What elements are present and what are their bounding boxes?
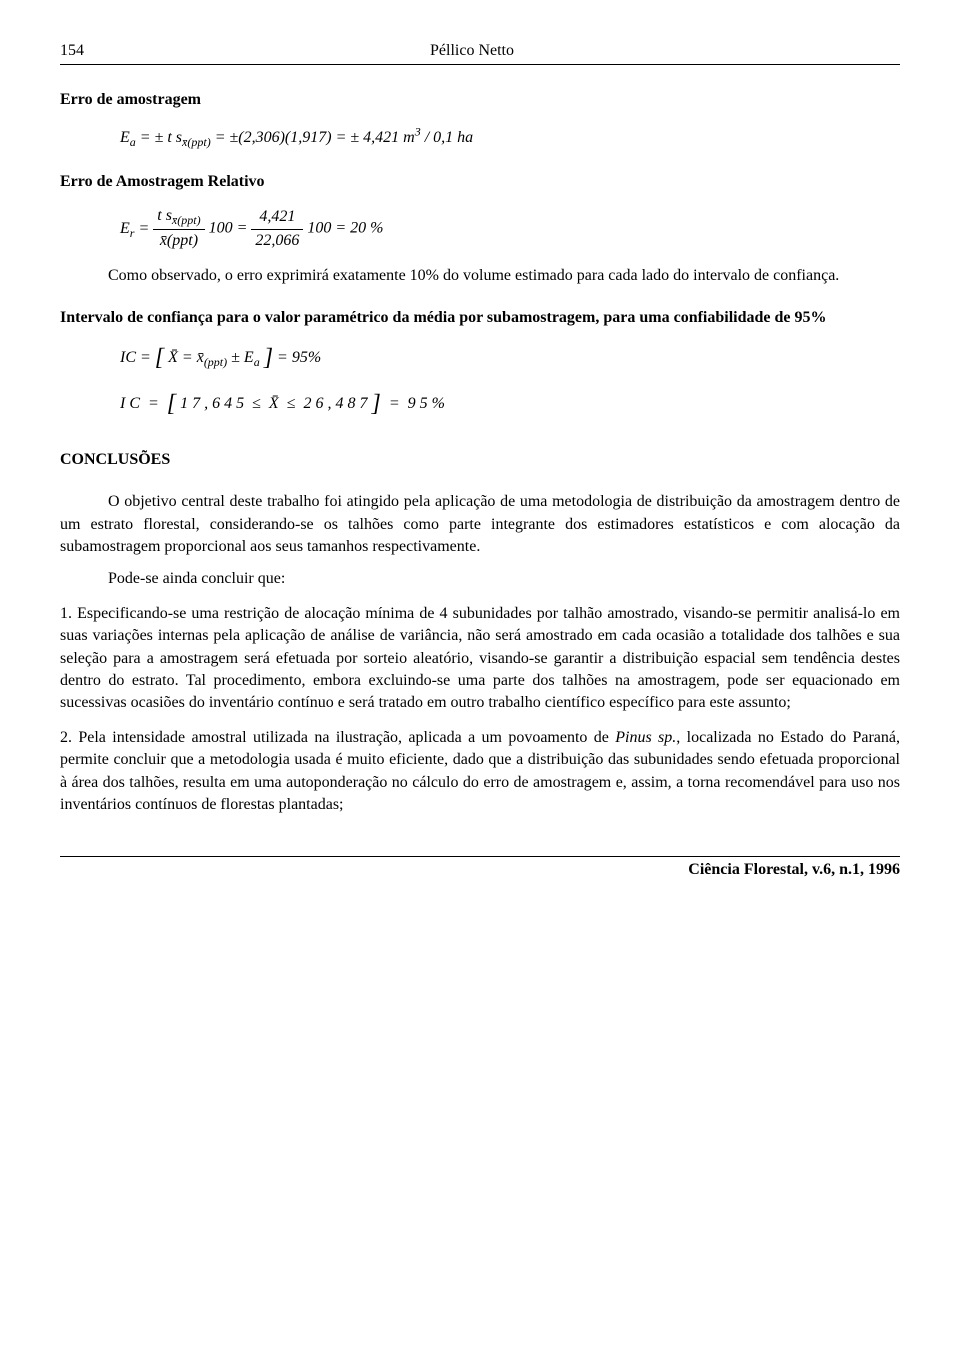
formula-er-mid2: 100 = 20 % (307, 220, 383, 237)
item2-pre: 2. Pela intensidade amostral utilizada n… (60, 729, 615, 746)
conclusions-item1: 1. Especificando-se uma restrição de alo… (60, 603, 900, 715)
fraction-2: 4,421 22,066 (251, 206, 303, 252)
page-footer: Ciência Florestal, v.6, n.1, 1996 (60, 856, 900, 881)
formula-ea-content: Ea = ± t sx̄(ppt) = ±(2,306)(1,917) = ± … (120, 129, 473, 146)
frac2-num: 4,421 (251, 206, 303, 229)
body-observation: Como observado, o erro exprimirá exatame… (60, 265, 900, 287)
fraction-1: t sx̄(ppt) x̄(ppt) (153, 205, 204, 252)
frac2-den: 22,066 (251, 230, 303, 252)
author-name: Péllico Netto (84, 40, 860, 62)
header-spacer (860, 40, 900, 62)
frac1-num: t sx̄(ppt) (153, 205, 204, 230)
conclusions-para2: Pode-se ainda concluir que: (60, 568, 900, 590)
formula-ic1: IC = [ X̄̄ = x̄(ppt) ± Ea ] = 95% (120, 342, 900, 376)
section-heading-erro-amostragem: Erro de amostragem (60, 89, 900, 111)
formula-er-prefix: Er = (120, 220, 153, 237)
formula-er: Er = t sx̄(ppt) x̄(ppt) 100 = 4,421 22,0… (120, 205, 900, 252)
item2-italic: Pinus sp. (615, 729, 676, 746)
conclusions-para1: O objetivo central deste trabalho foi at… (60, 491, 900, 558)
section-heading-erro-relativo: Erro de Amostragem Relativo (60, 171, 900, 193)
conclusions-title: CONCLUSÕES (60, 449, 900, 471)
formula-er-mid1: 100 = (209, 220, 252, 237)
page-number: 154 (60, 40, 84, 62)
formula-ic2-content: I C = [ 1 7 , 6 4 5 ≤ X̄̄ ≤ 2 6 , 4 8 7 … (120, 395, 445, 412)
footer-text: Ciência Florestal, v.6, n.1, 1996 (688, 861, 900, 878)
formula-ea: Ea = ± t sx̄(ppt) = ±(2,306)(1,917) = ± … (120, 124, 900, 151)
section-heading-intervalo: Intervalo de confiança para o valor para… (60, 307, 900, 329)
formula-ic1-content: IC = [ X̄̄ = x̄(ppt) ± Ea ] = 95% (120, 349, 321, 366)
formula-ic2: I C = [ 1 7 , 6 4 5 ≤ X̄̄ ≤ 2 6 , 4 8 7 … (120, 387, 900, 421)
frac1-den: x̄(ppt) (153, 230, 204, 252)
conclusions-item2: 2. Pela intensidade amostral utilizada n… (60, 727, 900, 817)
page-header: 154 Péllico Netto (60, 40, 900, 65)
